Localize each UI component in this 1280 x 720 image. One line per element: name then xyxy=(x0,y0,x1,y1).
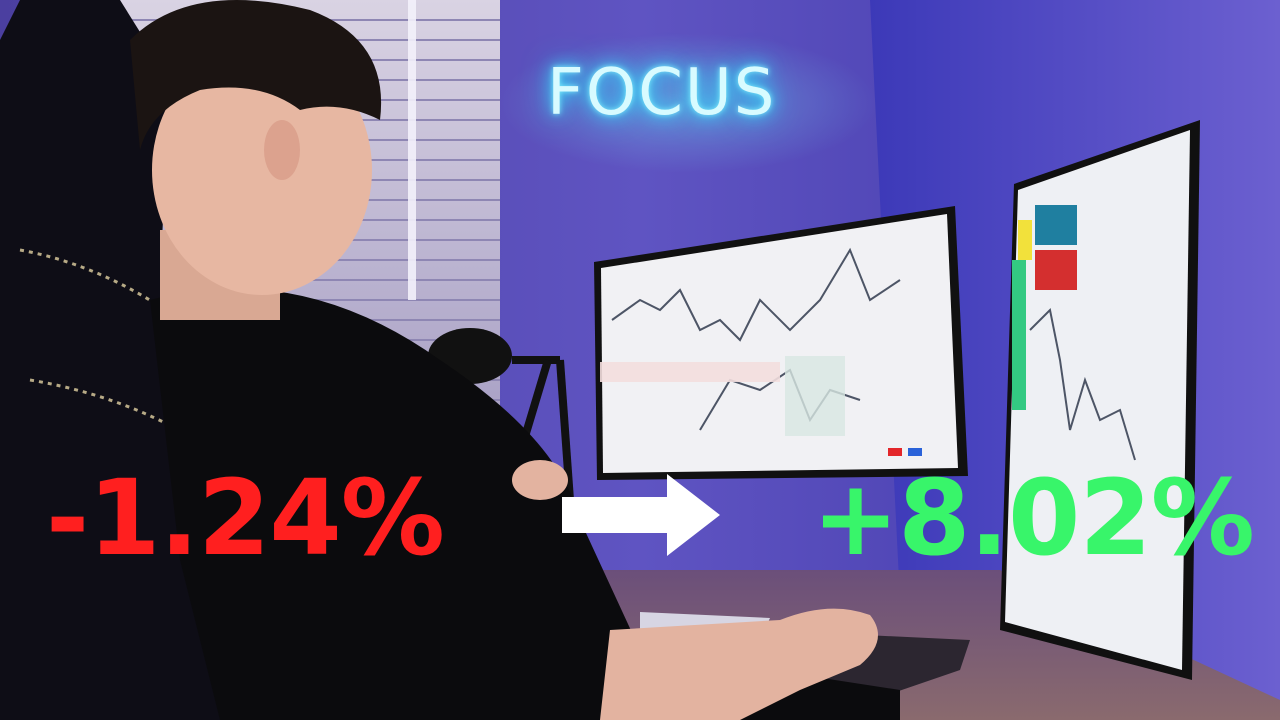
person xyxy=(130,0,900,720)
after-percentage: +8.02% xyxy=(812,457,1255,579)
neon-glow xyxy=(498,33,878,173)
vertical-monitor xyxy=(1000,120,1200,680)
main-monitor xyxy=(594,206,968,480)
before-percentage: -1.24% xyxy=(46,457,445,579)
neon-sign: FOCUS xyxy=(547,56,777,130)
